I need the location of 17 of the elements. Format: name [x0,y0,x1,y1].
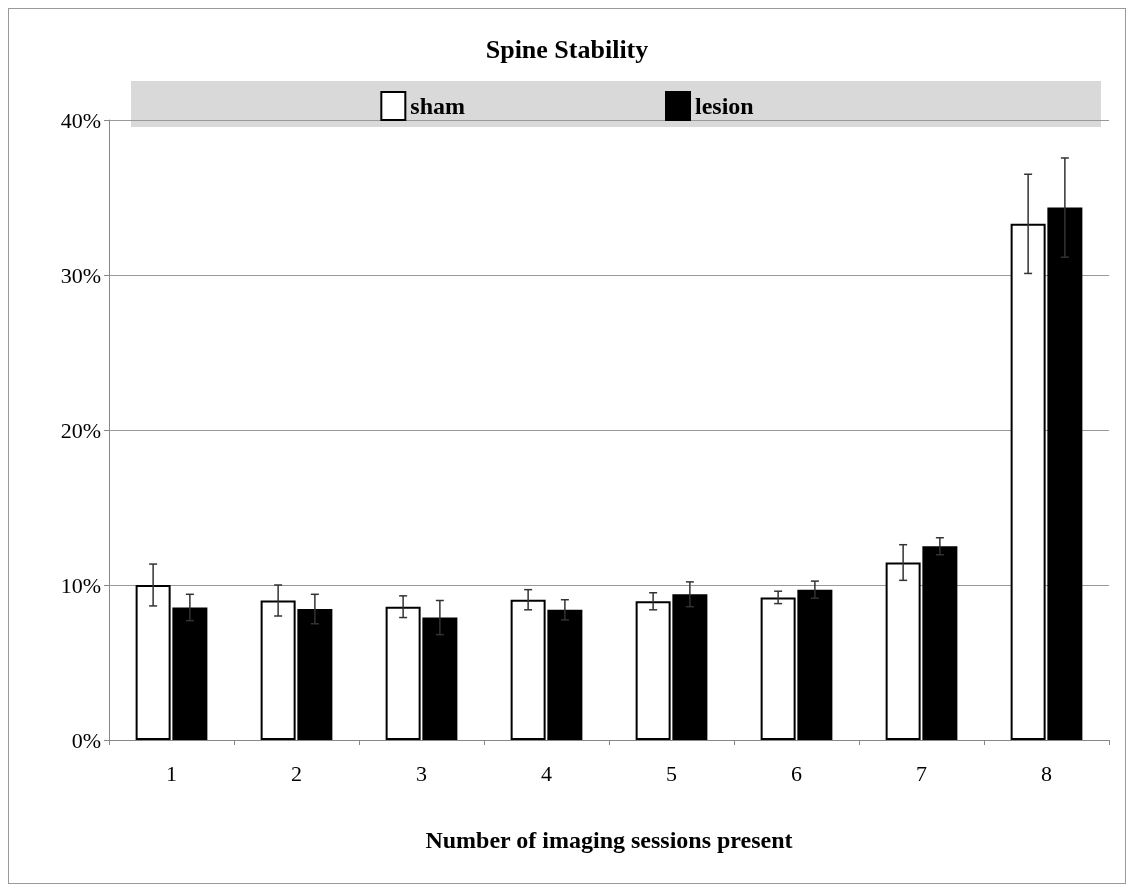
x-tick-label: 7 [916,760,927,786]
y-tick-label: 30% [60,262,101,288]
x-axis-title: Number of imaging sessions present [425,827,793,853]
y-tick-label: 40% [60,107,101,133]
x-tick-label: 6 [791,760,802,786]
x-tick-label: 2 [291,760,302,786]
legend-label: lesion [695,93,754,119]
chart-title: Spine Stability [485,34,649,64]
x-tick-label: 3 [416,760,427,786]
x-tick-label: 8 [1041,760,1052,786]
x-tick-label: 5 [666,760,677,786]
y-tick-label: 20% [60,417,101,443]
x-tick-label: 4 [541,760,552,786]
y-tick-label: 10% [60,572,101,598]
x-tick-label: 1 [166,760,177,786]
y-tick-label: 0% [71,727,101,753]
legend-label: sham [410,93,466,119]
